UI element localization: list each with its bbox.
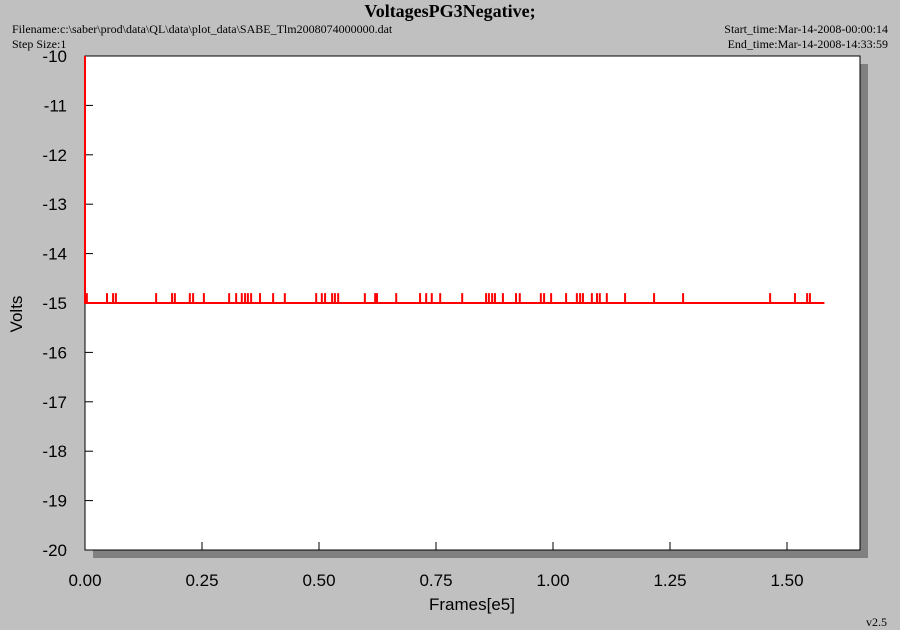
y-tick-label: -17 <box>42 393 67 412</box>
start-time: Start_time:Mar-14-2008-00:00:14 <box>724 22 888 36</box>
y-tick-label: -10 <box>42 47 67 66</box>
y-tick-label: -12 <box>42 146 67 165</box>
y-tick-label: -20 <box>42 541 67 560</box>
version: v2.5 <box>866 615 887 629</box>
x-axis-label: Frames[e5] <box>429 595 515 614</box>
filename: Filename:c:\saber\prod\data\QL\data\plot… <box>12 22 393 36</box>
y-axis-label: Volts <box>7 296 26 333</box>
x-tick-label: 0.25 <box>185 571 218 590</box>
y-tick-label: -16 <box>42 343 67 362</box>
step-size: Step Size:1 <box>12 37 66 51</box>
y-tick-label: -15 <box>42 294 67 313</box>
x-tick-label: 0.75 <box>419 571 452 590</box>
x-tick-label: 1.25 <box>653 571 686 590</box>
y-tick-label: -13 <box>42 195 67 214</box>
y-tick-label: -19 <box>42 492 67 511</box>
end-time: End_time:Mar-14-2008-14:33:59 <box>728 37 888 51</box>
y-tick-label: -18 <box>42 442 67 461</box>
y-tick-label: -11 <box>44 96 67 115</box>
x-tick-label: 0.00 <box>68 571 101 590</box>
chart-title: VoltagesPG3Negative; <box>364 1 535 21</box>
y-tick-label: -14 <box>42 245 67 264</box>
x-tick-label: 1.00 <box>536 571 569 590</box>
x-tick-label: 0.50 <box>302 571 335 590</box>
x-tick-label: 1.50 <box>770 571 803 590</box>
data-line <box>84 56 825 304</box>
